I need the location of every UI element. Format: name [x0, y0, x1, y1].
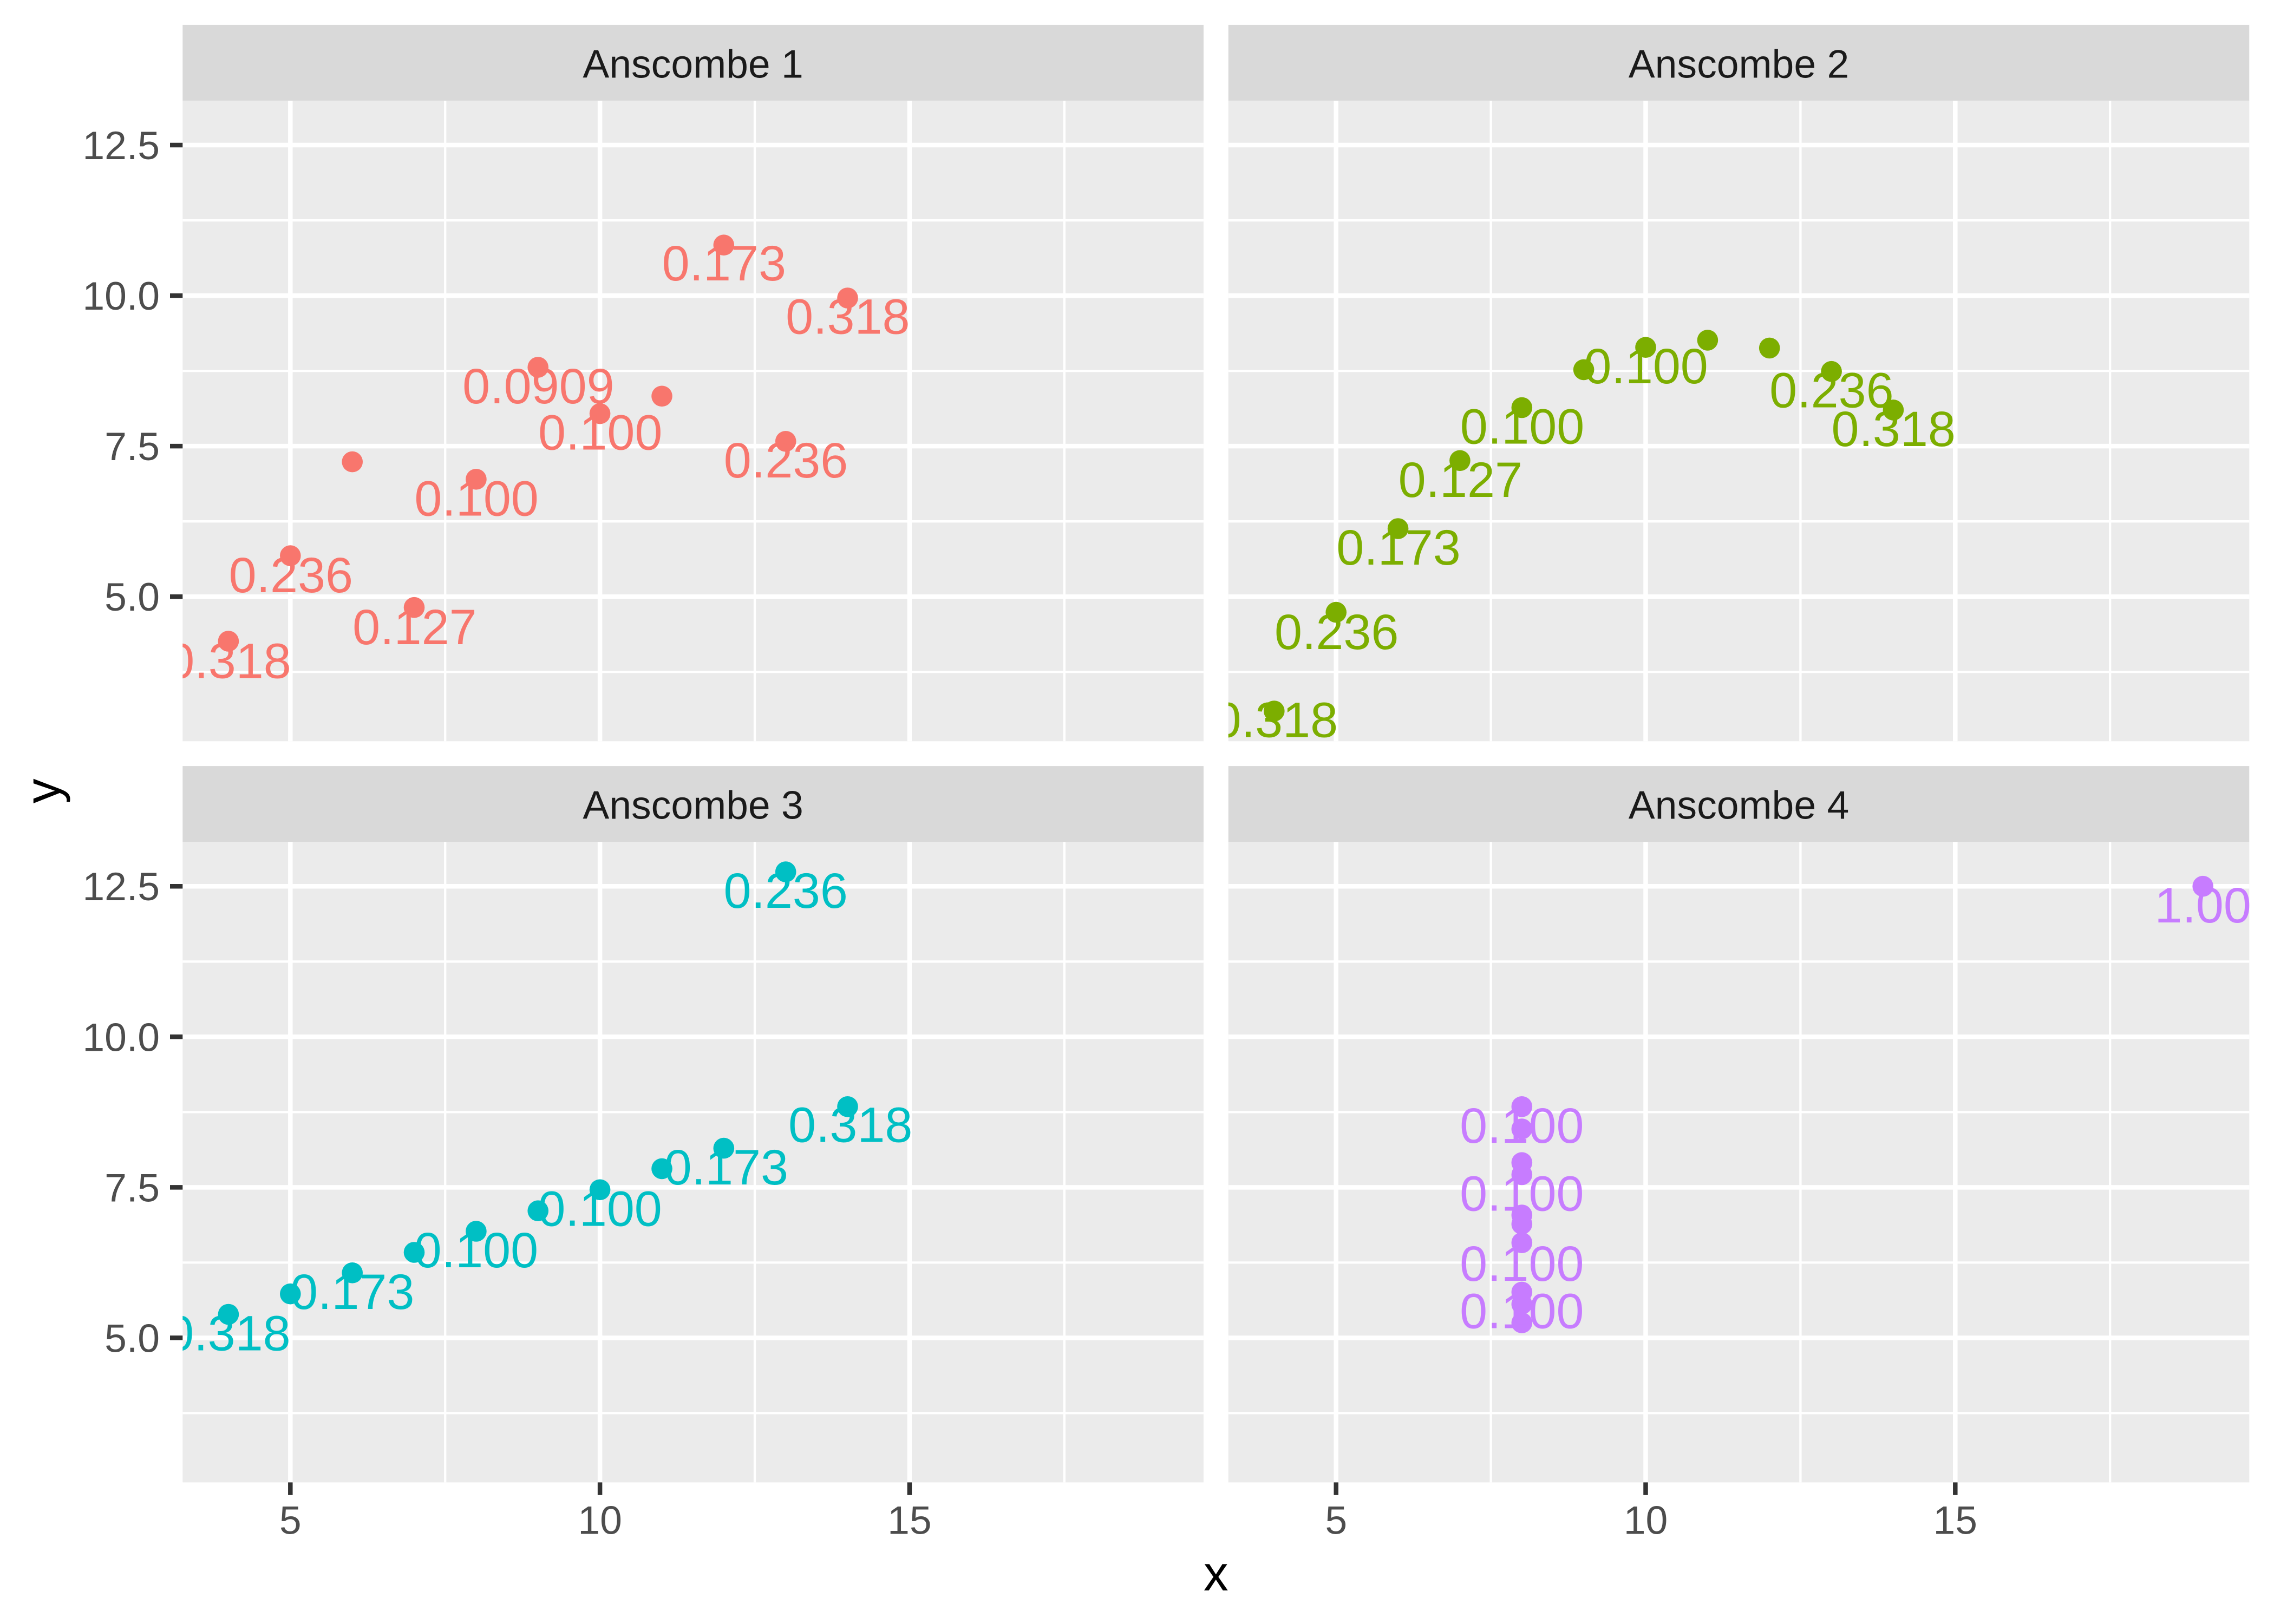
- svg-text:0.236: 0.236: [723, 863, 847, 919]
- svg-text:Anscombe 2: Anscombe 2: [1629, 42, 1849, 87]
- svg-text:0.173: 0.173: [664, 1140, 788, 1195]
- svg-text:0.173: 0.173: [290, 1265, 414, 1320]
- svg-text:Anscombe 1: Anscombe 1: [583, 42, 803, 87]
- svg-text:0.236: 0.236: [229, 548, 353, 603]
- svg-text:0.236: 0.236: [1275, 605, 1399, 660]
- svg-text:0.236: 0.236: [724, 433, 848, 488]
- svg-text:x: x: [1204, 1546, 1229, 1601]
- svg-text:0.173: 0.173: [662, 236, 786, 291]
- svg-text:0.127: 0.127: [1399, 453, 1522, 508]
- svg-text:0.100: 0.100: [414, 1223, 538, 1278]
- svg-text:0.100: 0.100: [538, 1181, 662, 1236]
- svg-text:0.318: 0.318: [166, 1306, 290, 1361]
- svg-text:10: 10: [1624, 1498, 1668, 1543]
- svg-text:10.0: 10.0: [82, 274, 160, 318]
- svg-text:0.318: 0.318: [786, 289, 910, 344]
- svg-text:10: 10: [578, 1498, 622, 1543]
- svg-text:0.100: 0.100: [1460, 1098, 1584, 1154]
- svg-text:y: y: [16, 778, 71, 803]
- svg-text:15: 15: [887, 1498, 932, 1543]
- svg-text:12.5: 12.5: [82, 123, 160, 168]
- svg-text:0.100: 0.100: [1460, 1236, 1584, 1292]
- svg-text:0.100: 0.100: [414, 471, 538, 526]
- svg-text:0.100: 0.100: [538, 405, 662, 461]
- svg-text:Anscombe 4: Anscombe 4: [1629, 783, 1849, 828]
- svg-text:0.100: 0.100: [1460, 400, 1584, 455]
- svg-text:7.5: 7.5: [104, 1165, 160, 1210]
- svg-text:0.318: 0.318: [1831, 402, 1955, 457]
- svg-text:0.173: 0.173: [1336, 520, 1460, 575]
- svg-text:15: 15: [1933, 1498, 1978, 1543]
- svg-text:0.318: 0.318: [167, 634, 291, 689]
- svg-text:5: 5: [1325, 1498, 1347, 1543]
- svg-text:0.236: 0.236: [1769, 363, 1893, 418]
- svg-text:7.5: 7.5: [104, 424, 160, 469]
- svg-text:5.0: 5.0: [104, 1316, 160, 1360]
- svg-text:5.0: 5.0: [104, 575, 160, 619]
- svg-text:5: 5: [279, 1498, 302, 1543]
- svg-text:0.100: 0.100: [1460, 1284, 1584, 1339]
- svg-text:Anscombe 3: Anscombe 3: [583, 783, 803, 828]
- svg-text:0.0909: 0.0909: [462, 359, 614, 414]
- svg-text:1.00: 1.00: [2154, 878, 2251, 933]
- svg-text:0.100: 0.100: [1584, 339, 1708, 394]
- svg-text:0.318: 0.318: [1214, 693, 1338, 748]
- svg-text:12.5: 12.5: [82, 865, 160, 909]
- svg-text:0.318: 0.318: [788, 1098, 912, 1153]
- svg-text:0.127: 0.127: [352, 600, 476, 655]
- svg-text:10.0: 10.0: [82, 1015, 160, 1059]
- svg-text:0.100: 0.100: [1460, 1167, 1584, 1222]
